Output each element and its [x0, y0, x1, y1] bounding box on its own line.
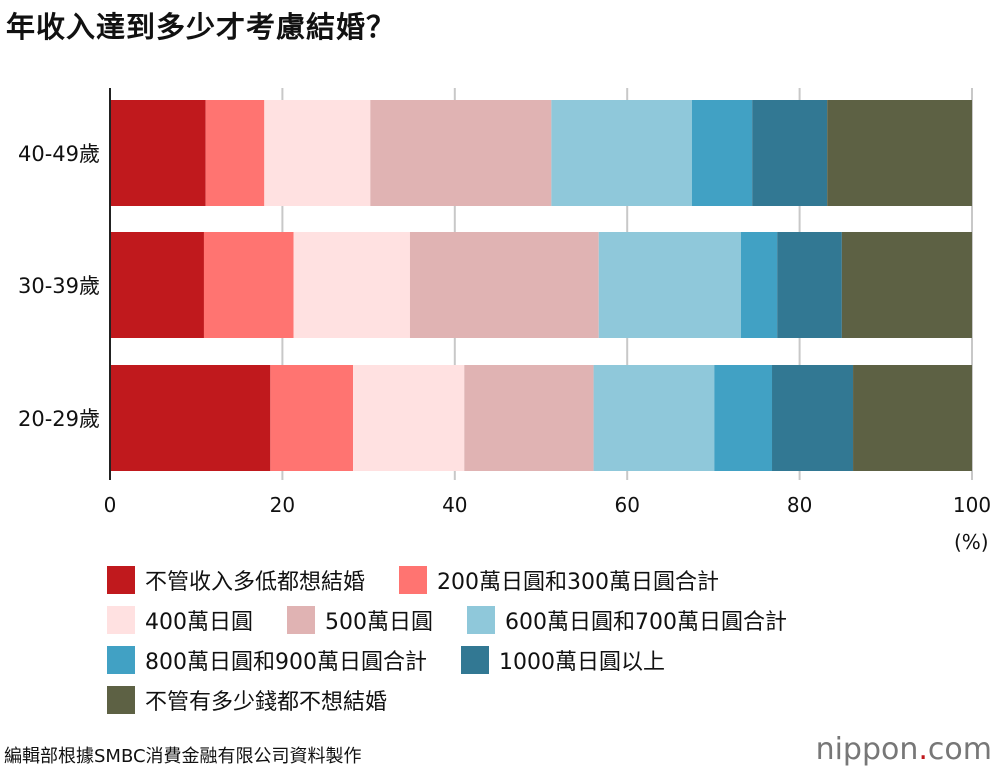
legend-label: 600萬日圓和700萬日圓合計 [505, 610, 787, 635]
legend-swatch [467, 606, 495, 634]
legend-swatch [399, 566, 428, 594]
bar-segment [464, 365, 594, 471]
x-tick-label: 80 [787, 493, 812, 517]
bar-segment [691, 100, 753, 206]
legend-item: 500萬日圓 [287, 604, 433, 636]
y-category-label: 40-49歲 [18, 142, 100, 166]
bar-segment [264, 100, 371, 206]
x-tick-label: 100 [953, 493, 991, 517]
bar-segment [110, 100, 206, 206]
x-tick-label: 60 [614, 493, 639, 517]
bar-segment [551, 100, 692, 206]
bar-segment [203, 232, 294, 338]
legend-row: 不管有多少錢都不想結婚 [107, 680, 987, 720]
bar-segment [853, 365, 972, 471]
legend-label: 400萬日圓 [145, 610, 253, 635]
legend-label: 500萬日圓 [325, 610, 433, 635]
stacked-bar-chart: 0 20 40 60 80 100 40-49歲 30-39歲 20-29歲 [18, 88, 991, 517]
legend-label: 800萬日圓和900萬日圓合計 [145, 650, 427, 675]
legend-swatch [107, 566, 135, 594]
legend-item: 不管有多少錢都不想結婚 [107, 684, 387, 716]
legend-row: 不管收入多低都想結婚 200萬日圓和300萬日圓合計 [107, 560, 987, 600]
bar-segment [598, 232, 741, 338]
logo-name: nippon [815, 732, 919, 767]
bar-segment [353, 365, 465, 471]
legend-label: 1000萬日圓以上 [498, 650, 665, 675]
bar-segment [827, 100, 972, 206]
legend-label: 不管有多少錢都不想結婚 [145, 690, 388, 715]
bar-segment [110, 365, 271, 471]
y-category-label: 20-29歲 [18, 407, 100, 431]
y-category-label: 30-39歲 [18, 274, 100, 298]
legend-item: 800萬日圓和900萬日圓合計 [107, 644, 427, 676]
bar-segment [593, 365, 715, 471]
legend-swatch [107, 686, 135, 714]
legend-row: 800萬日圓和900萬日圓合計 1000萬日圓以上 [107, 640, 987, 680]
legend-row: 400萬日圓 500萬日圓 600萬日圓和700萬日圓合計 [107, 600, 987, 640]
bar-segment [777, 232, 842, 338]
logo-dot: . [918, 732, 928, 767]
x-axis-unit-label: (%) [954, 530, 989, 554]
legend-item: 1000萬日圓以上 [460, 644, 665, 676]
bar-segment [841, 232, 972, 338]
legend-swatch [460, 646, 489, 674]
legend-label: 200萬日圓和300萬日圓合計 [437, 570, 719, 595]
legend-label: 不管收入多低都想結婚 [145, 570, 366, 595]
bar-segment [293, 232, 410, 338]
x-tick-label: 40 [442, 493, 467, 517]
logo-suffix: com [927, 732, 992, 767]
bar-segment [270, 365, 354, 471]
legend-item: 200萬日圓和300萬日圓合計 [399, 564, 719, 596]
bar-segment [110, 232, 204, 338]
bar-segment [205, 100, 265, 206]
bar-segment [714, 365, 773, 471]
x-tick-label: 20 [270, 493, 295, 517]
chart-title: 年收入達到多少才考慮結婚？ [6, 10, 397, 44]
legend-swatch [107, 646, 135, 674]
legend-item: 600萬日圓和700萬日圓合計 [467, 604, 787, 636]
source-note: 編輯部根據SMBC消費金融有限公司資料製作 [4, 746, 362, 767]
bar-segment [370, 100, 552, 206]
legend-swatch [107, 606, 135, 634]
legend-swatch [287, 606, 315, 634]
legend-item: 400萬日圓 [107, 604, 253, 636]
bar-segment [740, 232, 778, 338]
x-tick-label: 0 [104, 493, 117, 517]
chart-legend: 不管收入多低都想結婚 200萬日圓和300萬日圓合計 400萬日圓 500萬日圓 600… [107, 560, 987, 720]
bar-segment [409, 232, 599, 338]
legend-item: 不管收入多低都想結婚 [107, 564, 365, 596]
nippon-logo: nippon.com [816, 732, 992, 767]
bar-segment [772, 365, 854, 471]
bar-segment [752, 100, 828, 206]
